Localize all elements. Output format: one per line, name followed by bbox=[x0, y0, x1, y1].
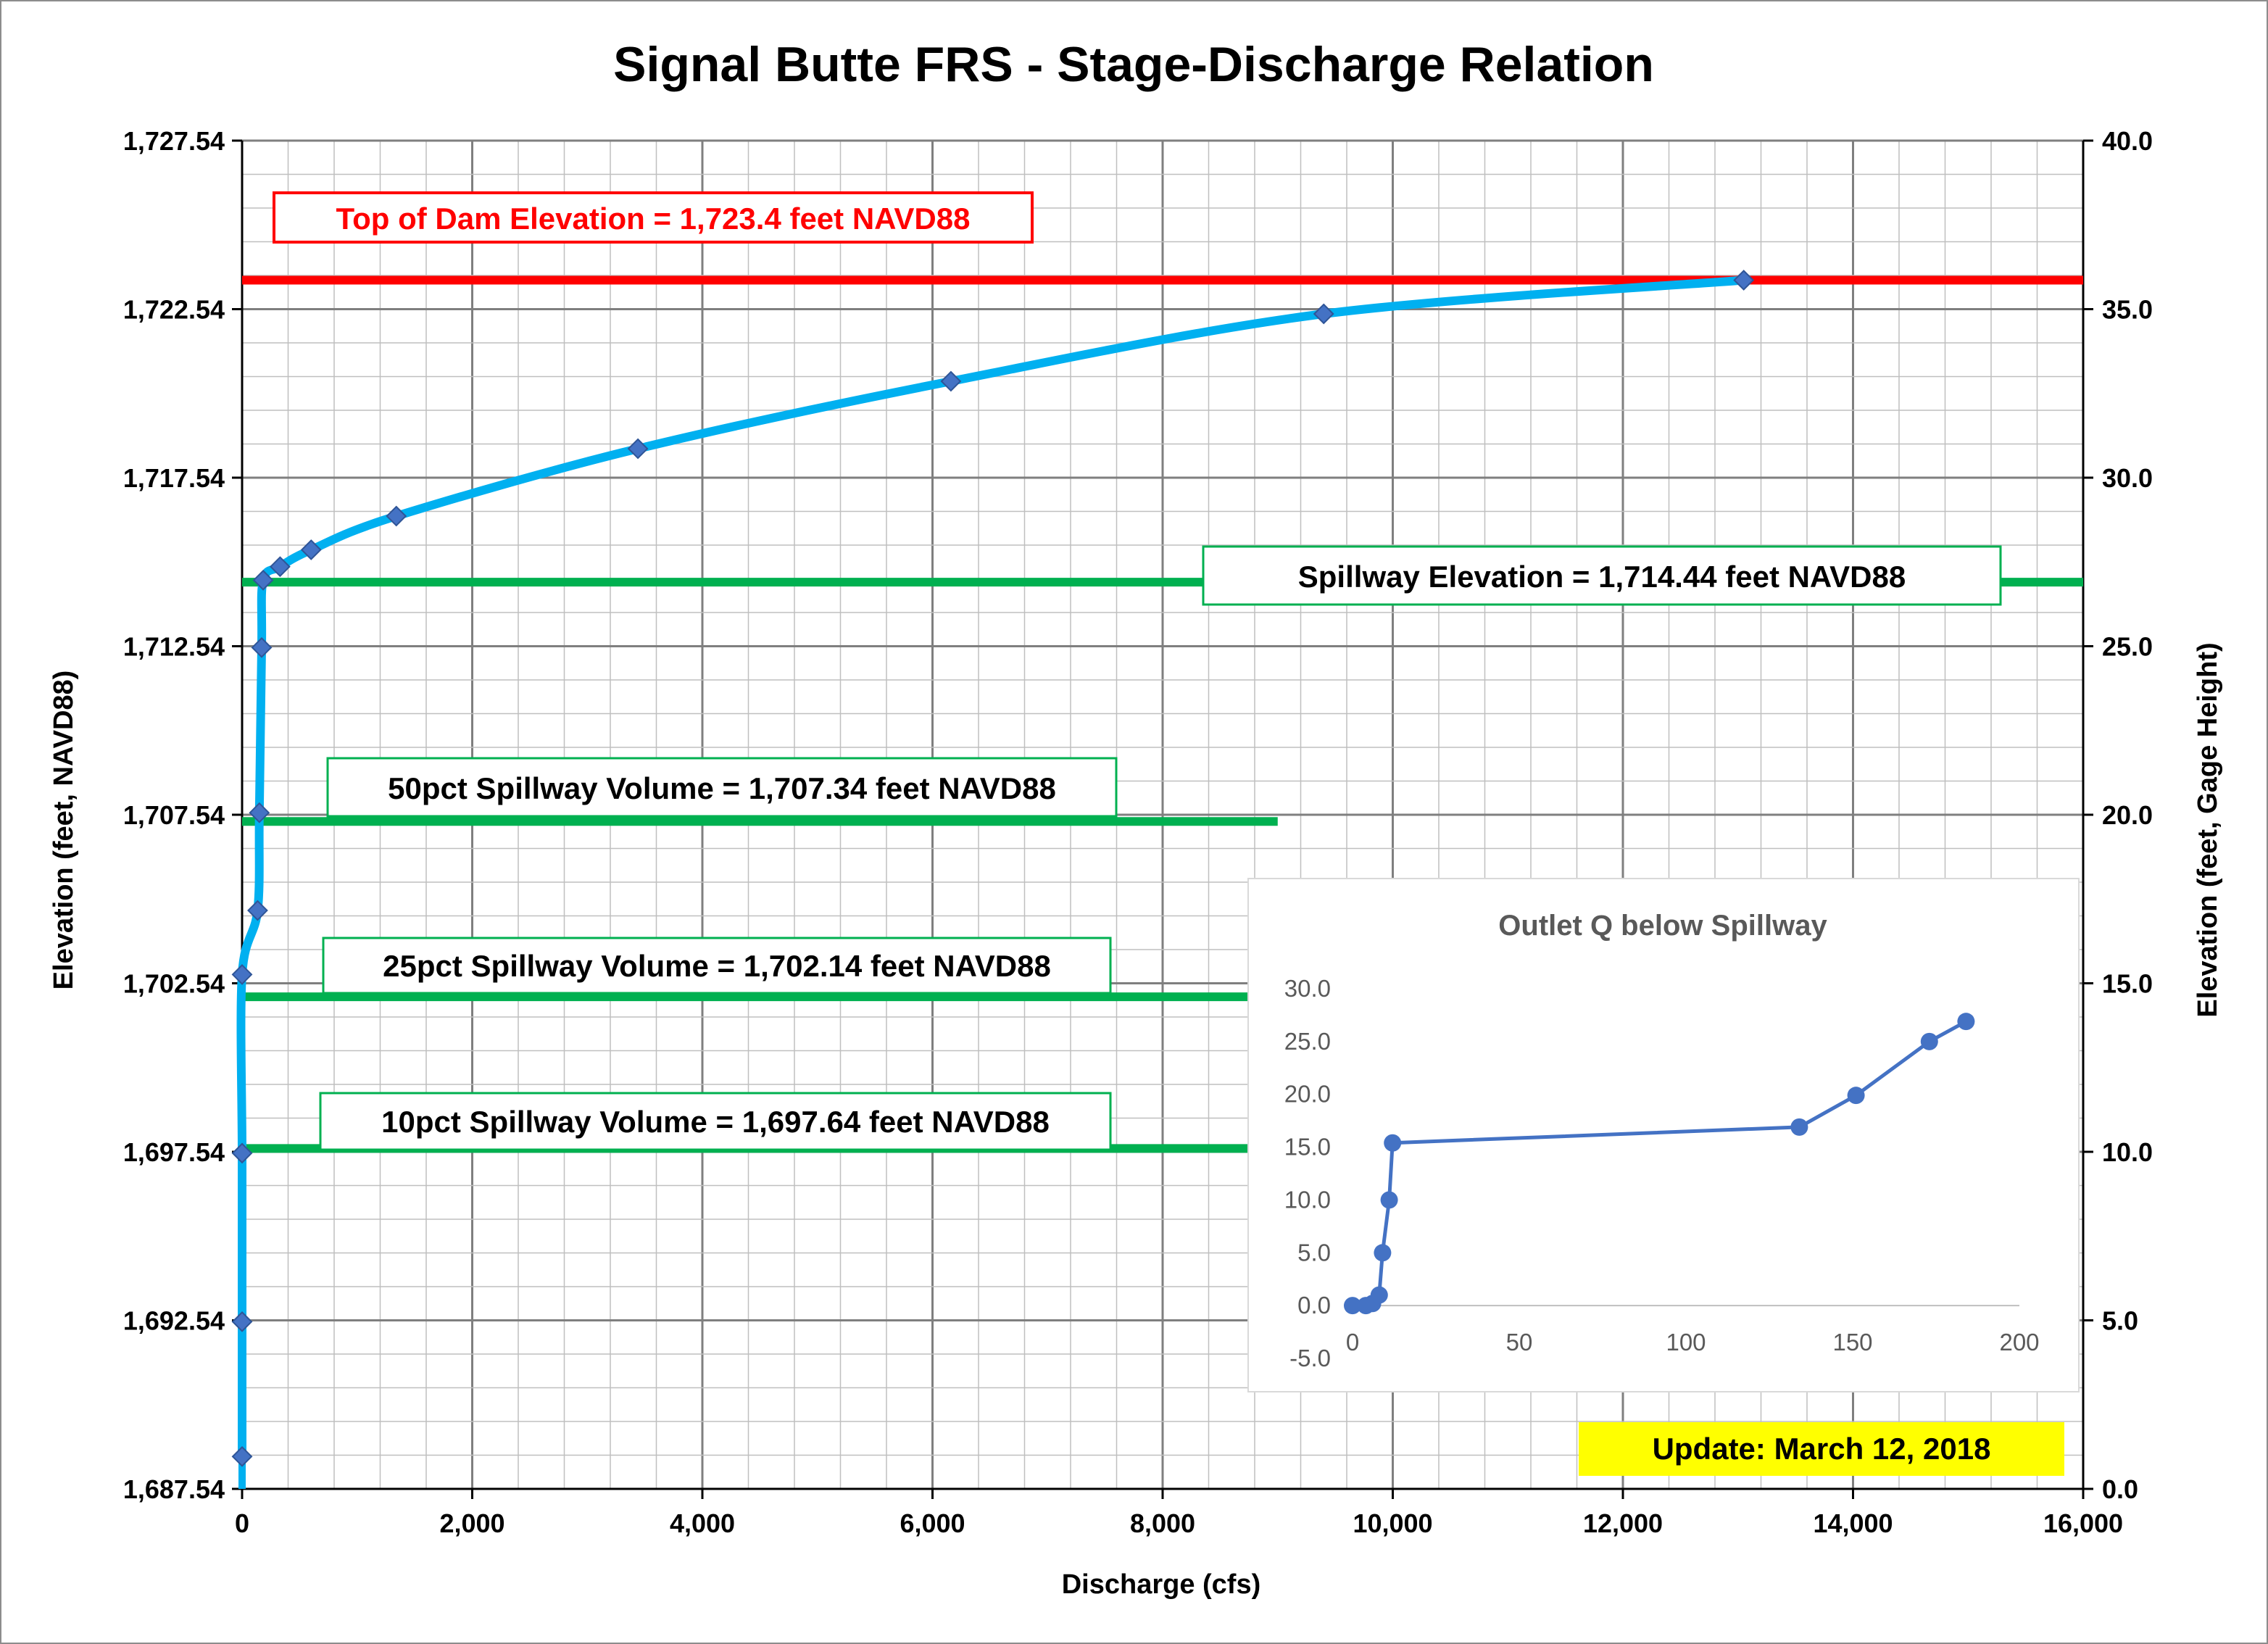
y-axis-label: Elevation (feet, NAVD88) bbox=[49, 671, 79, 990]
pct25-label: 25pct Spillway Volume = 1,702.14 feet NA… bbox=[322, 937, 1112, 995]
y-tick-label: 1,697.54 bbox=[123, 1137, 225, 1167]
inset-x-tick-label: 0 bbox=[1346, 1329, 1359, 1356]
pct25-label-text: 25pct Spillway Volume = 1,702.14 feet NA… bbox=[383, 949, 1051, 983]
outlet-q-point bbox=[1374, 1244, 1392, 1262]
inset-x-tick-label: 50 bbox=[1506, 1329, 1533, 1356]
rating-curve-point bbox=[231, 963, 253, 985]
y2-tick-label: 15.0 bbox=[2102, 969, 2153, 999]
x-tick-label: 12,000 bbox=[1583, 1508, 1663, 1538]
outlet-q-point bbox=[1370, 1286, 1388, 1304]
inset-y-tick-label: 5.0 bbox=[1297, 1239, 1331, 1266]
x-tick-label: 8,000 bbox=[1130, 1508, 1195, 1538]
inset-x-tick-label: 200 bbox=[1999, 1329, 2039, 1356]
inset-chart: Outlet Q below Spillway 0 50 100 150 200 -5.0… bbox=[1247, 878, 2080, 1392]
update-note: Update: March 12, 2018 bbox=[1579, 1422, 2064, 1476]
outlet-q-point bbox=[1380, 1191, 1398, 1209]
rating-curve-point bbox=[300, 539, 322, 560]
update-note-text: Update: March 12, 2018 bbox=[1653, 1432, 1991, 1466]
inset-y-tick-label: 30.0 bbox=[1284, 975, 1331, 1002]
y2-tick-label: 0.0 bbox=[2102, 1474, 2138, 1504]
x-axis-label: Discharge (cfs) bbox=[1062, 1569, 1261, 1600]
pct50-label-text: 50pct Spillway Volume = 1,707.34 feet NA… bbox=[388, 771, 1056, 805]
rating-curve-point bbox=[386, 505, 407, 527]
rating-curve-point bbox=[231, 1311, 253, 1332]
x-tick-label: 6,000 bbox=[900, 1508, 965, 1538]
y2-axis-label: Elevation (feet, Gage Height) bbox=[2193, 642, 2223, 1017]
outlet-q-point bbox=[1790, 1118, 1808, 1136]
y-tick-label: 1,692.54 bbox=[123, 1306, 225, 1336]
y-tick-label: 1,727.54 bbox=[123, 126, 225, 156]
rating-curve-point bbox=[269, 556, 291, 578]
chart-title: Signal Butte FRS - Stage-Discharge Relat… bbox=[613, 37, 1654, 92]
main-tick-labels: 0 2,000 4,000 6,000 8,000 10,000 12,000 14,000 1… bbox=[123, 126, 2153, 1538]
y-tick-label: 1,717.54 bbox=[123, 463, 225, 493]
rating-curve-point bbox=[249, 802, 270, 823]
inset-y-tick-label: 0.0 bbox=[1297, 1292, 1331, 1319]
outlet-q-point bbox=[1957, 1013, 1975, 1031]
spillway-label-text: Spillway Elevation = 1,714.44 feet NAVD8… bbox=[1298, 560, 1906, 594]
y-tick-label: 1,687.54 bbox=[123, 1474, 225, 1504]
rating-curve-point bbox=[231, 1445, 253, 1467]
top-of-dam-label: Top of Dam Elevation = 1,723.4 feet NAVD… bbox=[273, 191, 1034, 244]
rating-curve-point bbox=[247, 900, 268, 921]
x-tick-label: 14,000 bbox=[1813, 1508, 1893, 1538]
y-tick-label: 1,702.54 bbox=[123, 969, 225, 999]
inset-x-tick-label: 150 bbox=[1832, 1329, 1872, 1356]
inset-y-tick-label: 25.0 bbox=[1284, 1028, 1331, 1055]
y-tick-label: 1,707.54 bbox=[123, 800, 225, 830]
outlet-q-point bbox=[1847, 1087, 1865, 1105]
y2-tick-label: 25.0 bbox=[2102, 632, 2153, 662]
inset-y-tick-label: -5.0 bbox=[1289, 1345, 1331, 1371]
inset-title: Outlet Q below Spillway bbox=[1498, 910, 1827, 942]
rating-curve-point bbox=[252, 569, 274, 591]
y-tick-label: 1,712.54 bbox=[123, 632, 225, 662]
y-tick-label: 1,722.54 bbox=[123, 295, 225, 325]
y2-tick-label: 5.0 bbox=[2102, 1306, 2138, 1336]
inset-y-tick-label: 20.0 bbox=[1284, 1081, 1331, 1108]
outlet-q-point bbox=[1344, 1297, 1361, 1315]
y2-tick-label: 30.0 bbox=[2102, 463, 2153, 493]
x-tick-label: 0 bbox=[235, 1508, 249, 1538]
rating-curve-point bbox=[940, 370, 962, 392]
top-of-dam-label-text: Top of Dam Elevation = 1,723.4 feet NAVD… bbox=[336, 202, 971, 236]
inset-y-tick-label: 15.0 bbox=[1284, 1134, 1331, 1161]
rating-curve-point bbox=[627, 438, 649, 460]
y2-tick-label: 40.0 bbox=[2102, 126, 2153, 156]
y2-tick-label: 35.0 bbox=[2102, 295, 2153, 325]
rating-curve-point bbox=[251, 636, 273, 658]
pct10-label-text: 10pct Spillway Volume = 1,697.64 feet NA… bbox=[381, 1105, 1050, 1139]
rating-curve-series bbox=[231, 270, 1755, 1489]
x-tick-label: 16,000 bbox=[2043, 1508, 2123, 1538]
y2-tick-label: 20.0 bbox=[2102, 800, 2153, 830]
inset-tick-labels: 0 50 100 150 200 -5.0 0.0 5.0 10.0 15.0 20.0 25.0 30… bbox=[1284, 975, 2040, 1371]
spillway-label: Spillway Elevation = 1,714.44 feet NAVD8… bbox=[1202, 545, 2002, 606]
rating-curve-point bbox=[1733, 270, 1755, 291]
outlet-q-point bbox=[1384, 1134, 1402, 1152]
x-tick-label: 4,000 bbox=[670, 1508, 735, 1538]
outlet-q-series bbox=[1344, 1013, 1975, 1315]
inset-y-tick-label: 10.0 bbox=[1284, 1186, 1331, 1213]
x-tick-label: 2,000 bbox=[439, 1508, 504, 1538]
rating-curve-point bbox=[231, 1142, 253, 1164]
rating-curve-point bbox=[1313, 303, 1334, 325]
x-tick-label: 10,000 bbox=[1353, 1508, 1432, 1538]
pct50-label: 50pct Spillway Volume = 1,707.34 feet NA… bbox=[326, 757, 1118, 818]
pct10-label: 10pct Spillway Volume = 1,697.64 feet NA… bbox=[319, 1092, 1112, 1151]
outlet-q-point bbox=[1920, 1032, 1938, 1050]
y2-tick-label: 10.0 bbox=[2102, 1137, 2153, 1167]
inset-x-tick-label: 100 bbox=[1666, 1329, 1706, 1356]
